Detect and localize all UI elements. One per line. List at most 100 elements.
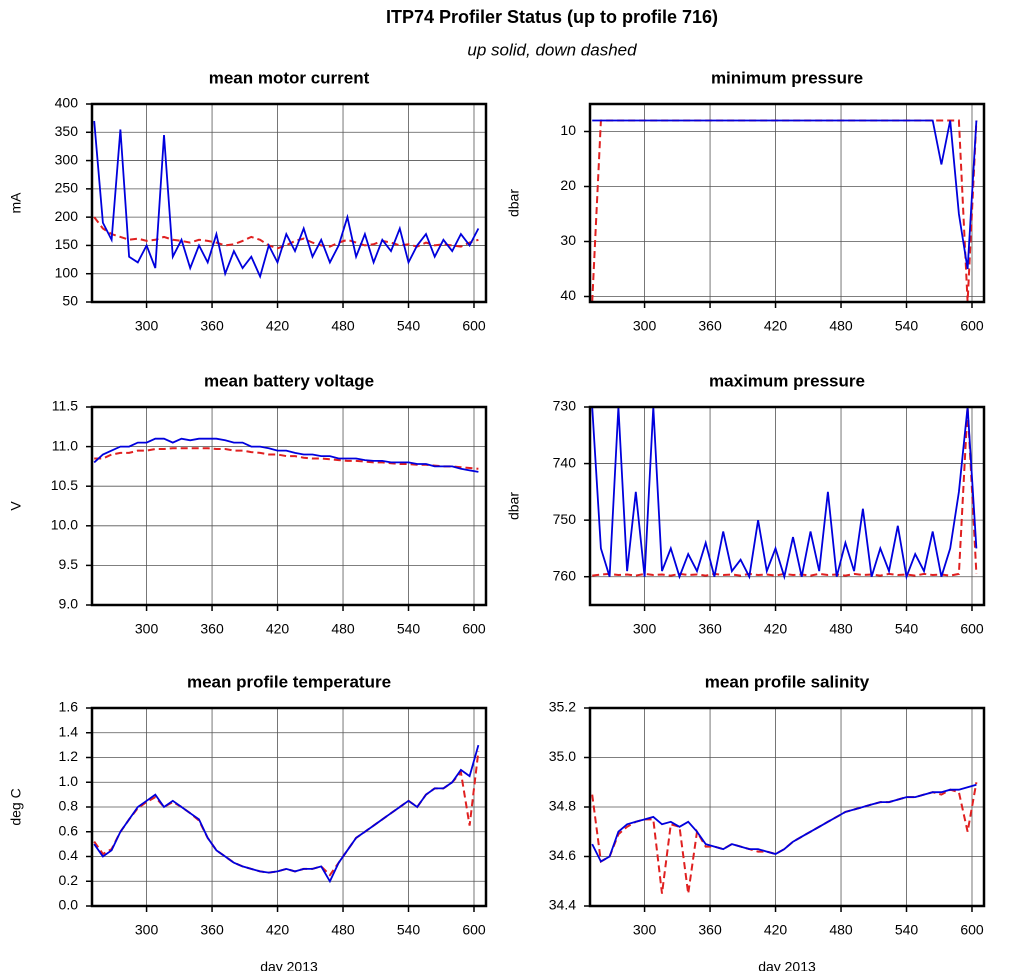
data-line — [591, 119, 978, 302]
panel-title: minimum pressure — [711, 68, 863, 87]
x-tick-label: 540 — [397, 621, 421, 637]
data-line — [591, 783, 977, 863]
x-tick-label: 300 — [633, 621, 657, 637]
y-tick-label: 20 — [560, 177, 576, 193]
y-axis-label: dbar — [506, 189, 522, 217]
y-tick-label: 1.4 — [59, 723, 79, 739]
plot-frame — [90, 405, 488, 607]
y-tick-label: 11.0 — [52, 437, 78, 453]
panel: mean profile salinity day 2013 34.4 34.6 34.… — [549, 672, 986, 971]
y-axis-label: mA — [8, 192, 24, 214]
x-tick-label: 480 — [829, 318, 853, 334]
y-axis-label: V — [8, 501, 24, 511]
figure-subtitle: up solid, down dashed — [467, 40, 637, 59]
y-tick-label: 10.5 — [51, 477, 78, 493]
y-tick-label: 0.2 — [59, 872, 79, 888]
x-tick-label: 600 — [960, 318, 984, 334]
panel-title: mean motor current — [209, 68, 370, 87]
x-tick-label: 540 — [397, 922, 421, 938]
y-tick-label: 1.6 — [59, 699, 79, 715]
y-tick-label: 35.0 — [549, 748, 576, 764]
y-tick-label: 11.5 — [52, 398, 78, 414]
y-axis-label: dbar — [506, 492, 522, 520]
y-tick-label: 0.6 — [59, 822, 79, 838]
x-tick-label: 480 — [829, 621, 853, 637]
y-tick-label: 200 — [55, 208, 79, 224]
x-tick-label: 480 — [331, 318, 355, 334]
panel-title: mean profile temperature — [187, 672, 391, 691]
data-line — [93, 120, 480, 280]
x-tick-label: 300 — [135, 922, 159, 938]
x-tick-label: 420 — [266, 318, 290, 334]
y-tick-label: 30 — [560, 232, 576, 248]
x-tick-label: 600 — [462, 922, 486, 938]
y-tick-label: 750 — [553, 511, 577, 527]
data-line — [94, 447, 479, 470]
x-tick-label: 600 — [462, 621, 486, 637]
panel: mean profile temperature deg C day 2013 0.0… — [8, 672, 488, 971]
data-line — [591, 782, 978, 894]
x-tick-label: 600 — [960, 922, 984, 938]
y-tick-label: 300 — [55, 151, 79, 167]
x-tick-label: 600 — [960, 621, 984, 637]
y-tick-label: 34.6 — [549, 847, 576, 863]
y-tick-label: 730 — [553, 398, 577, 414]
y-tick-label: 0.0 — [59, 897, 79, 913]
plot-frame — [588, 405, 986, 607]
x-tick-label: 540 — [895, 318, 919, 334]
x-tick-label: 540 — [895, 922, 919, 938]
panel-title: maximum pressure — [709, 371, 865, 390]
x-tick-label: 480 — [331, 922, 355, 938]
y-tick-label: 9.0 — [59, 596, 79, 612]
panel: minimum pressure dbar 10 20 30 40 300 360 420 480… — [506, 68, 986, 334]
x-axis-label: day 2013 — [260, 959, 318, 971]
y-tick-label: 34.8 — [549, 798, 576, 814]
plot-frame — [90, 706, 488, 908]
data-line — [93, 437, 479, 473]
data-line — [592, 119, 978, 270]
y-tick-label: 740 — [553, 454, 577, 470]
data-line — [93, 751, 480, 877]
x-tick-label: 360 — [698, 621, 722, 637]
x-tick-label: 480 — [331, 621, 355, 637]
x-tick-label: 360 — [200, 922, 224, 938]
y-tick-label: 760 — [553, 567, 577, 583]
y-tick-label: 1.2 — [59, 748, 79, 764]
x-tick-label: 540 — [895, 621, 919, 637]
x-tick-label: 360 — [200, 621, 224, 637]
y-tick-label: 9.5 — [59, 556, 79, 572]
x-tick-label: 420 — [764, 922, 788, 938]
x-tick-label: 300 — [135, 621, 159, 637]
y-tick-label: 1.0 — [59, 773, 79, 789]
x-axis-label: day 2013 — [758, 959, 816, 971]
panel-title: mean profile salinity — [705, 672, 870, 691]
y-tick-label: 10 — [560, 122, 576, 138]
x-tick-label: 540 — [397, 318, 421, 334]
x-tick-label: 480 — [829, 922, 853, 938]
plot-frame — [588, 102, 986, 304]
panel: maximum pressure dbar 730 740 750 760 300 360 42… — [506, 371, 986, 637]
y-tick-label: 40 — [560, 287, 576, 303]
x-tick-label: 300 — [135, 318, 159, 334]
y-tick-label: 400 — [55, 95, 79, 111]
y-tick-label: 250 — [55, 180, 79, 196]
x-tick-label: 420 — [266, 621, 290, 637]
y-tick-label: 350 — [55, 123, 79, 139]
panel-title: mean battery voltage — [204, 371, 374, 390]
y-tick-label: 150 — [55, 236, 79, 252]
y-tick-label: 0.4 — [59, 847, 79, 863]
x-tick-label: 420 — [764, 318, 788, 334]
figure-title: ITP74 Profiler Status (up to profile 716… — [386, 7, 718, 27]
x-tick-label: 360 — [698, 318, 722, 334]
y-tick-label: 34.4 — [549, 897, 576, 913]
data-line — [93, 744, 480, 884]
x-tick-label: 360 — [200, 318, 224, 334]
x-tick-label: 360 — [698, 922, 722, 938]
x-tick-label: 300 — [633, 318, 657, 334]
data-line — [93, 216, 479, 250]
y-tick-label: 50 — [62, 293, 78, 309]
y-tick-label: 0.8 — [59, 798, 79, 814]
plot-frame — [588, 706, 986, 908]
y-tick-label: 35.2 — [549, 699, 576, 715]
